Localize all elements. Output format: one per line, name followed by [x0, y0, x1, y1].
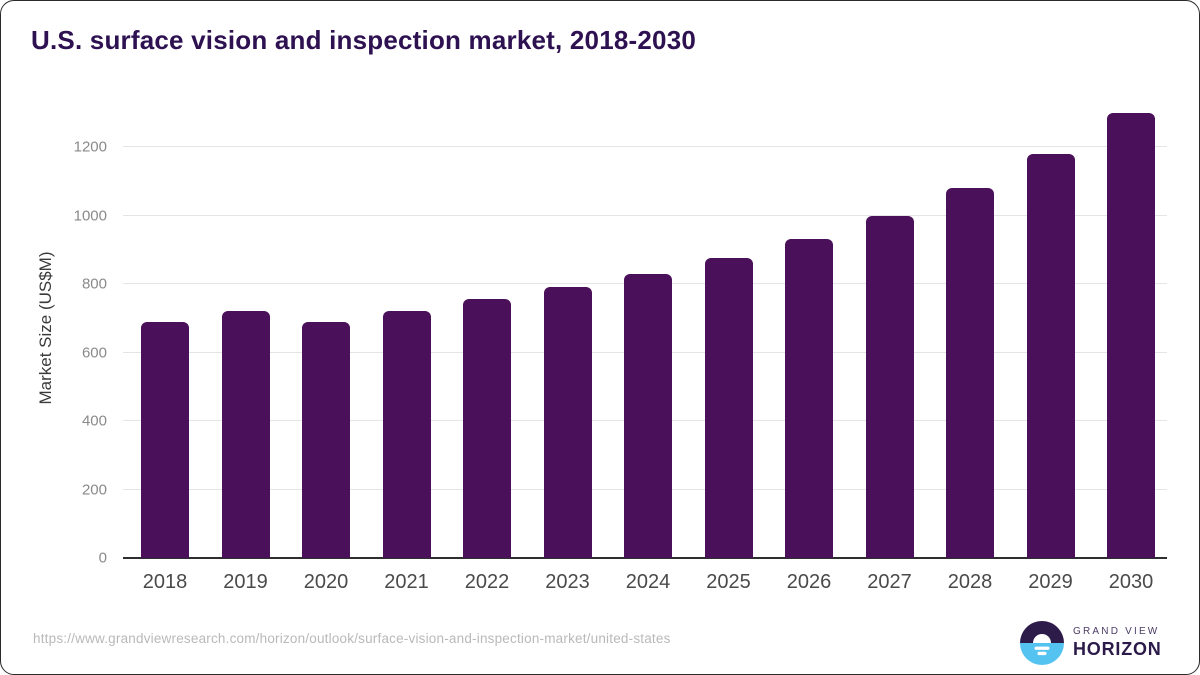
- bar-2024: [624, 273, 672, 558]
- brand-logo-text: GRAND VIEW HORIZON: [1073, 626, 1162, 660]
- gridline: [123, 146, 1167, 147]
- bar-2026: [785, 239, 833, 558]
- x-axis-line: [123, 557, 1167, 559]
- x-tick-label: 2023: [545, 571, 590, 593]
- bar-2023: [543, 287, 592, 558]
- bar-2025: [704, 258, 753, 558]
- x-tick-label: 2027: [867, 571, 912, 593]
- horizon-sun-icon: [1020, 621, 1064, 665]
- x-tick-label: 2026: [786, 571, 832, 593]
- y-tick-label: 1000: [73, 207, 107, 224]
- plot-area: 0 200 400 600 800 1000 1200: [74, 98, 1167, 567]
- chart-title: U.S. surface vision and inspection marke…: [31, 25, 697, 55]
- x-tick-label: 2028: [947, 571, 993, 593]
- brand-name-top: GRAND VIEW: [1073, 626, 1160, 637]
- x-tick-label: 2025: [706, 571, 751, 593]
- bar-2020: [302, 321, 350, 558]
- x-tick-label: 2024: [625, 571, 671, 593]
- bar-2018: [141, 321, 189, 558]
- x-tick-label: 2020: [303, 571, 349, 593]
- y-tick-label: 0: [98, 549, 107, 567]
- y-axis-title: Market Size (US$M): [36, 251, 55, 405]
- x-tick-label: 2021: [384, 571, 429, 593]
- source-url: https://www.grandviewresearch.com/horizo…: [33, 631, 671, 646]
- y-tick-label: 200: [81, 481, 107, 498]
- x-tick-label: 2019: [223, 571, 268, 593]
- bar-2019: [221, 311, 270, 558]
- y-tick-label: 600: [81, 344, 107, 361]
- bar-2022: [463, 299, 511, 558]
- bar-2029: [1026, 153, 1075, 558]
- y-tick-label: 1200: [73, 138, 107, 156]
- bar-2028: [946, 188, 994, 558]
- x-tick-label: 2030: [1108, 571, 1154, 593]
- x-tick-label: 2022: [464, 571, 510, 593]
- bar-2021: [382, 311, 431, 558]
- brand-name-bottom: HORIZON: [1073, 639, 1162, 659]
- bar-2030: [1107, 112, 1155, 558]
- gridline: [123, 214, 1167, 216]
- y-tick-label: 800: [81, 275, 107, 293]
- x-tick-label: 2029: [1028, 571, 1073, 593]
- y-tick-label: 400: [81, 412, 107, 430]
- x-tick-label: 2018: [142, 571, 188, 593]
- brand-logo: GRAND VIEW HORIZON: [1020, 621, 1162, 665]
- bar-2027: [865, 215, 914, 558]
